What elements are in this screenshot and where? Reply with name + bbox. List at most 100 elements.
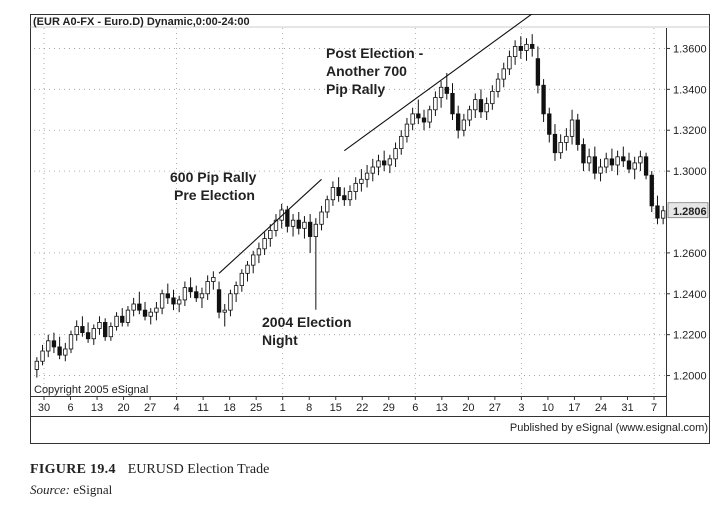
source-value: eSignal bbox=[73, 482, 113, 497]
x-tick-label: 20 bbox=[117, 402, 129, 414]
candle-down bbox=[307, 221, 313, 237]
x-tick-label: 1 bbox=[280, 402, 286, 414]
y-tick-label: 1.3600 bbox=[673, 43, 707, 55]
candle-up bbox=[387, 158, 393, 166]
candle-down bbox=[57, 346, 62, 356]
candle-down bbox=[626, 160, 632, 170]
candle-down bbox=[478, 99, 484, 113]
x-tick-label: 27 bbox=[144, 402, 156, 414]
candle-down bbox=[296, 219, 301, 229]
y-tick-label: 1.2200 bbox=[673, 330, 707, 342]
x-tick-label: 22 bbox=[356, 402, 368, 414]
last-price-box bbox=[667, 202, 709, 219]
last-price-label: 1.2806 bbox=[673, 206, 707, 218]
candle-down bbox=[609, 158, 615, 166]
x-tick-label: 24 bbox=[595, 402, 607, 414]
candle-up bbox=[632, 162, 637, 170]
candle-up bbox=[302, 221, 307, 229]
candle-down bbox=[188, 287, 193, 293]
trendline bbox=[343, 14, 533, 152]
candle-up bbox=[507, 56, 512, 70]
candle-up bbox=[74, 326, 79, 336]
candle-up bbox=[125, 309, 131, 323]
candle-up bbox=[660, 210, 666, 219]
candle-up bbox=[501, 68, 506, 80]
x-tick-label: 29 bbox=[383, 402, 395, 414]
candle-up bbox=[273, 219, 279, 231]
candle-up bbox=[159, 293, 165, 309]
x-tick-label: 15 bbox=[330, 402, 342, 414]
candle-up bbox=[467, 109, 472, 121]
x-tick-label: 3 bbox=[518, 402, 524, 414]
candle-down bbox=[137, 303, 142, 311]
candle-down bbox=[51, 340, 57, 348]
candle-down bbox=[552, 133, 558, 154]
x-tick-label: 17 bbox=[568, 402, 580, 414]
candle-down bbox=[85, 332, 91, 340]
candle-down bbox=[456, 113, 461, 131]
annotation-night: 2004 Election bbox=[262, 314, 352, 330]
candle-up bbox=[353, 182, 358, 192]
price-chart: (EUR A0-FX - Euro.D) Dynamic,0:00-24:00 1… bbox=[30, 14, 710, 444]
chart-border bbox=[30, 14, 710, 444]
y-tick-label: 1.2600 bbox=[673, 248, 707, 260]
x-tick-label: 6 bbox=[412, 402, 418, 414]
candle-up bbox=[490, 90, 495, 105]
candle-up bbox=[68, 334, 74, 350]
candle-up bbox=[495, 78, 501, 92]
figure-caption: FIGURE 19.4 EURUSD Election Trade bbox=[30, 460, 269, 478]
x-tick-label: 31 bbox=[621, 402, 633, 414]
candle-up bbox=[410, 113, 415, 125]
annotation-pre: 600 Pip Rally bbox=[170, 169, 257, 185]
annotation-night: Night bbox=[262, 332, 298, 348]
candle-up bbox=[97, 321, 102, 329]
candle-up bbox=[228, 293, 233, 311]
y-tick-label: 1.3200 bbox=[673, 125, 707, 137]
candle-up bbox=[205, 281, 210, 295]
candle-down bbox=[216, 289, 222, 313]
trendline bbox=[218, 178, 322, 274]
candle-up bbox=[199, 293, 205, 299]
candle-up bbox=[364, 172, 370, 180]
candle-down bbox=[535, 58, 541, 86]
candle-up bbox=[347, 191, 353, 201]
x-tick-label: 20 bbox=[462, 402, 474, 414]
figure-title: EURUSD Election Trade bbox=[127, 462, 270, 477]
source-label: Source: bbox=[30, 482, 70, 497]
candle-down bbox=[165, 293, 170, 299]
candle-down bbox=[592, 156, 597, 174]
candle-up bbox=[473, 99, 478, 111]
x-tick-label: 4 bbox=[174, 402, 180, 414]
candle-down bbox=[581, 144, 586, 164]
annotation-post: Another 700 bbox=[326, 63, 407, 79]
candle-up bbox=[290, 219, 296, 227]
candle-down bbox=[518, 46, 523, 51]
candle-down bbox=[450, 93, 455, 115]
candle-up bbox=[370, 166, 375, 174]
figure-source: Source: eSignal bbox=[30, 482, 112, 498]
candle-down bbox=[649, 174, 654, 207]
candle-up bbox=[586, 156, 592, 164]
candle-up bbox=[404, 123, 410, 137]
candle-down bbox=[541, 84, 546, 115]
candle-up bbox=[564, 135, 569, 143]
candle-up bbox=[615, 156, 620, 166]
candle-up bbox=[131, 303, 136, 311]
publisher-credit: Published by eSignal (www.esignal.com) bbox=[510, 422, 708, 434]
candle-up bbox=[262, 238, 267, 250]
candle-up bbox=[245, 264, 250, 274]
candle-down bbox=[655, 205, 660, 219]
candle-up bbox=[313, 223, 319, 237]
candle-down bbox=[194, 291, 199, 299]
candle-down bbox=[142, 309, 148, 317]
candle-up bbox=[399, 135, 404, 150]
x-tick-label: 25 bbox=[250, 402, 262, 414]
candle-up bbox=[279, 209, 284, 221]
candle-up bbox=[182, 287, 188, 301]
candle-down bbox=[336, 187, 341, 197]
annotation-pre: Pre Election bbox=[174, 187, 255, 203]
candle-up bbox=[154, 307, 159, 313]
candle-up bbox=[108, 326, 114, 338]
candle-up bbox=[569, 119, 575, 137]
candle-up bbox=[524, 43, 529, 51]
